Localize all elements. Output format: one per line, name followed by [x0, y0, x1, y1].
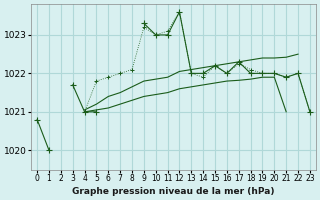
X-axis label: Graphe pression niveau de la mer (hPa): Graphe pression niveau de la mer (hPa) — [72, 187, 275, 196]
